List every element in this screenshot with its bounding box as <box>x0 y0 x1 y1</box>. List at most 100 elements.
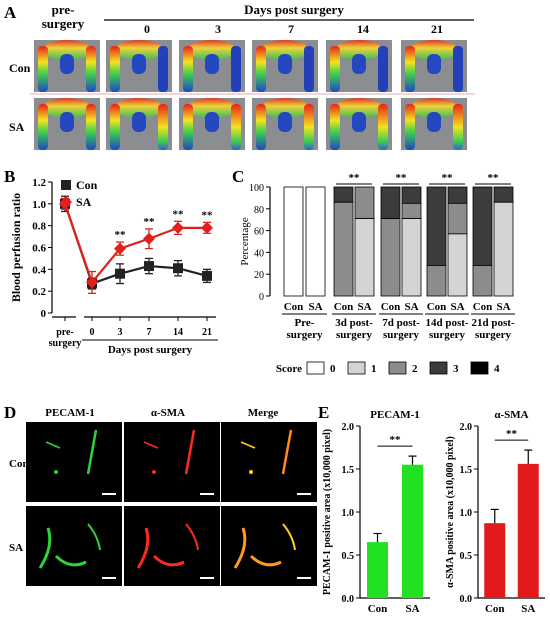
bar-label-sa: SA <box>357 301 371 313</box>
y-tick-label: 0.0 <box>342 594 355 605</box>
right-leg-region <box>86 104 96 150</box>
center-region <box>205 54 219 74</box>
bar-label-con: Con <box>473 301 493 313</box>
y-tick-label: 1.0 <box>342 508 355 519</box>
legend-label-score-3: 3 <box>453 363 459 375</box>
group-label-line: surgery <box>475 329 512 341</box>
col-title-asma: α-SMA <box>151 407 185 419</box>
data-point-sa <box>172 221 184 234</box>
y-axis-label: Percentage <box>239 217 251 265</box>
body-region <box>115 40 163 60</box>
data-point-sa <box>143 232 155 245</box>
x-tick-label-sa: SA <box>405 603 419 615</box>
right-leg-region <box>86 46 96 92</box>
micrograph-background <box>26 422 122 502</box>
legend-swatch-score-0 <box>306 361 325 375</box>
bar-segment-score-2 <box>472 265 493 297</box>
vessel-signal <box>185 523 199 551</box>
thermal-image-sa-5 <box>401 98 467 150</box>
group-label-line: 14d post- <box>425 317 468 329</box>
y-tick-label: 0.4 <box>32 264 46 276</box>
y-tick-label: 0.2 <box>32 286 46 298</box>
right-leg-region <box>231 46 241 92</box>
body-region <box>261 98 309 118</box>
bar-segment-score-3 <box>447 186 468 204</box>
x-axis-label: Days post surgery <box>108 344 193 356</box>
left-leg-region <box>110 46 120 92</box>
significance-marker: ** <box>115 229 127 241</box>
center-region <box>278 54 292 74</box>
right-leg-region <box>378 46 388 92</box>
data-point-sa <box>86 276 98 289</box>
left-leg-region <box>38 104 48 150</box>
left-leg-region <box>38 46 48 92</box>
bar-label-sa: SA <box>496 301 510 313</box>
body-region <box>335 40 383 60</box>
micrograph-con-pecam <box>26 422 122 502</box>
right-leg-region <box>304 46 314 92</box>
data-point-con <box>115 268 125 279</box>
chart-title: PECAM-1 <box>370 409 420 421</box>
data-point-con <box>173 263 183 274</box>
y-tick-label: 1.5 <box>460 465 473 476</box>
day-label-3: 3 <box>215 22 221 36</box>
right-leg-region <box>378 104 388 150</box>
right-leg-region <box>158 104 168 150</box>
left-leg-region <box>256 46 266 92</box>
group-label: 21d post-surgery <box>471 317 514 341</box>
legend-label-score-0: 0 <box>330 363 336 375</box>
center-region <box>132 54 146 74</box>
cell-signal <box>54 470 58 474</box>
legend-swatch-score-4 <box>470 361 489 375</box>
bar-segment-score-0 <box>283 186 304 297</box>
col-title-merge: Merge <box>248 407 279 419</box>
days-post-surgery-header: Days post surgery <box>244 2 344 17</box>
group-label-line: surgery <box>286 329 323 341</box>
day-label-7: 7 <box>288 22 294 36</box>
y-tick-label: 0.5 <box>460 551 473 562</box>
x-tick-label-presurgery-line: pre- <box>56 327 74 338</box>
body-region <box>43 40 91 60</box>
center-region <box>352 54 366 74</box>
series-line-sa <box>148 226 179 240</box>
legend-marker-con <box>61 180 71 190</box>
body-region <box>410 98 458 118</box>
significance-marker: ** <box>349 172 361 184</box>
group-label-line: 3d post- <box>335 317 373 329</box>
vessel-signal <box>136 527 185 569</box>
y-tick-label: 0.8 <box>32 221 46 233</box>
bar-label-sa: SA <box>308 301 322 313</box>
x-tick-label: 7 <box>147 327 152 338</box>
body-region <box>188 40 236 60</box>
x-tick-label-sa: SA <box>521 603 535 615</box>
legend-swatch-score-1 <box>347 361 366 375</box>
y-axis-label: Blood perfusion ratio <box>9 193 23 302</box>
series-line-sa <box>119 237 150 250</box>
panel-letter-b: B <box>4 167 15 186</box>
group-label: 7d post-surgery <box>382 317 420 341</box>
right-leg-region <box>158 46 168 92</box>
body-region <box>410 40 458 60</box>
panel-letter-c: C <box>232 167 244 186</box>
body-region <box>43 98 91 118</box>
significance-marker: ** <box>442 172 454 184</box>
significance-marker: ** <box>488 172 500 184</box>
center-region <box>60 54 74 74</box>
micrograph-background <box>221 422 317 502</box>
day-label-0: 0 <box>144 22 150 36</box>
y-tick-label: 0.6 <box>32 243 46 255</box>
significance-marker: ** <box>506 428 518 440</box>
x-tick-label: 14 <box>173 327 183 338</box>
bar-segment-score-3 <box>493 186 514 203</box>
x-tick-label-con: Con <box>368 603 388 615</box>
bar-segment-score-2 <box>426 265 447 297</box>
body-region <box>115 98 163 118</box>
micrograph-background <box>124 506 220 586</box>
data-point-sa <box>201 221 213 234</box>
day-label-14: 14 <box>357 22 369 36</box>
significance-marker: ** <box>144 216 156 228</box>
bar-con <box>367 542 388 598</box>
bar-segment-score-2 <box>333 201 354 297</box>
vessel-signal <box>281 429 293 475</box>
left-leg-region <box>183 104 193 150</box>
